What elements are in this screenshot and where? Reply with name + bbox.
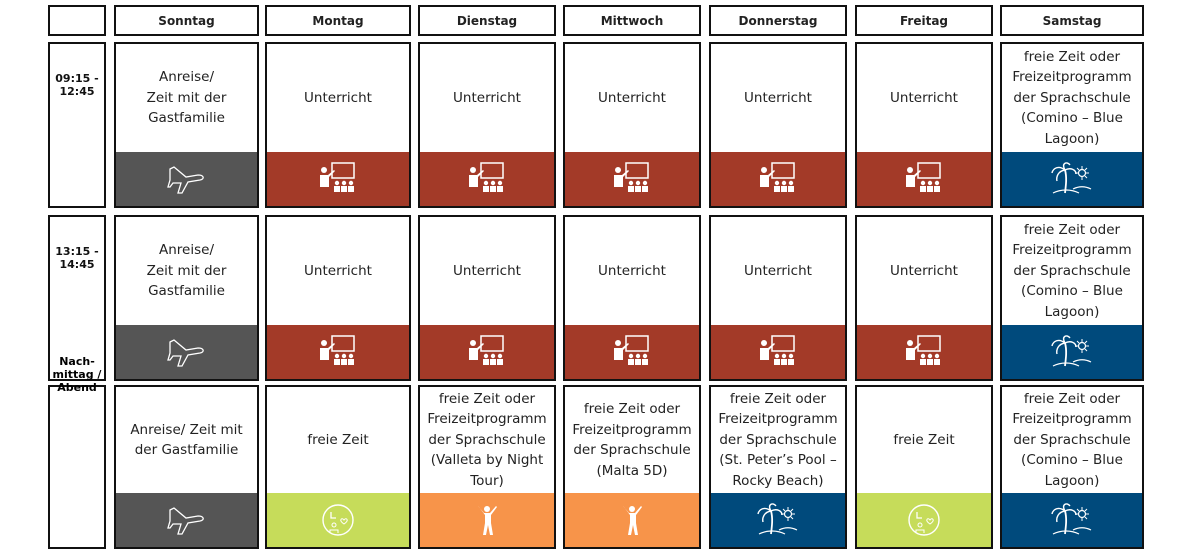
day-header: Freitag [855, 5, 993, 36]
icon [609, 332, 655, 372]
icon [164, 332, 210, 372]
day-header: Dienstag [418, 5, 556, 36]
icon [164, 500, 210, 540]
icon-band [116, 325, 257, 379]
icon [609, 159, 655, 199]
icon-band [267, 152, 409, 206]
time-label: Nach- mittag / Abend [52, 355, 102, 394]
icon [464, 159, 510, 199]
cell-text: freie Zeit oder Freizeitprogramm der Spr… [1012, 48, 1132, 147]
cell: Unterricht [418, 42, 556, 208]
icon-band [420, 493, 554, 547]
icon-band [1002, 325, 1142, 379]
cell-text: Anreise/ Zeit mit der Gastfamilie [130, 421, 243, 459]
icon-band [857, 493, 991, 547]
icon-band [711, 493, 845, 547]
cell: Unterricht [265, 42, 411, 208]
icon-band [711, 325, 845, 379]
icon [164, 159, 210, 199]
icon [315, 159, 361, 199]
icon [464, 500, 510, 540]
cell: Unterricht [418, 215, 556, 381]
cell-text: Unterricht [598, 89, 666, 106]
icon [1049, 500, 1095, 540]
cell: freie Zeit [855, 385, 993, 549]
cell: Anreise/ Zeit mit der Gastfamilie [114, 385, 259, 549]
cell-text: Unterricht [598, 262, 666, 279]
cell: Unterricht [563, 42, 701, 208]
cell-text: Anreise/ Zeit mit der Gastfamilie [146, 69, 227, 127]
cell: Unterricht [709, 215, 847, 381]
cell: freie Zeit oder Freizeitprogramm der Spr… [1000, 215, 1144, 381]
cell-text: Anreise/ Zeit mit der Gastfamilie [146, 242, 227, 300]
cell-text: Unterricht [453, 89, 521, 106]
day-header: Montag [265, 5, 411, 36]
icon [315, 500, 361, 540]
icon-band [1002, 152, 1142, 206]
icon [755, 500, 801, 540]
icon-band [420, 152, 554, 206]
day-header: Samstag [1000, 5, 1144, 36]
cell-text: Unterricht [890, 89, 958, 106]
day-header: Donnerstag [709, 5, 847, 36]
cell-text: freie Zeit oder Freizeitprogramm der Spr… [1012, 221, 1132, 320]
icon-band [565, 325, 699, 379]
cell-text: Unterricht [304, 262, 372, 279]
cell-text: freie Zeit oder Freizeitprogramm der Spr… [1012, 390, 1132, 489]
header-corner [48, 5, 106, 36]
cell: Anreise/ Zeit mit der Gastfamilie [114, 42, 259, 208]
cell-text: Unterricht [744, 89, 812, 106]
day-header: Mittwoch [563, 5, 701, 36]
cell: Unterricht [709, 42, 847, 208]
cell: freie Zeit [265, 385, 411, 549]
icon [901, 500, 947, 540]
time-label: 13:15 - 14:45 [48, 215, 106, 381]
icon-band [711, 152, 845, 206]
cell: Unterricht [563, 215, 701, 381]
cell: freie Zeit oder Freizeitprogramm der Spr… [1000, 385, 1144, 549]
cell-text: freie Zeit oder Freizeitprogramm der Spr… [718, 390, 838, 489]
time-label: 09:15 - 12:45 [48, 42, 106, 208]
cell-text: freie Zeit [307, 431, 369, 448]
cell: Unterricht [265, 215, 411, 381]
icon-band [857, 152, 991, 206]
cell-text: freie Zeit oder Freizeitprogramm der Spr… [572, 401, 692, 479]
icon [1049, 332, 1095, 372]
cell: freie Zeit oder Freizeitprogramm der Spr… [1000, 42, 1144, 208]
cell: Anreise/ Zeit mit der Gastfamilie [114, 215, 259, 381]
icon [1049, 159, 1095, 199]
icon [315, 332, 361, 372]
icon [609, 500, 655, 540]
cell: Unterricht [855, 215, 993, 381]
icon-band [116, 493, 257, 547]
icon-band [857, 325, 991, 379]
icon-band [267, 325, 409, 379]
day-header: Sonntag [114, 5, 259, 36]
icon [464, 332, 510, 372]
time-cell [48, 385, 106, 549]
cell-text: Unterricht [744, 262, 812, 279]
cell-text: Unterricht [890, 262, 958, 279]
icon-band [267, 493, 409, 547]
icon [901, 332, 947, 372]
cell: freie Zeit oder Freizeitprogramm der Spr… [563, 385, 701, 549]
icon-band [1002, 493, 1142, 547]
icon-band [565, 493, 699, 547]
icon [755, 332, 801, 372]
cell: freie Zeit oder Freizeitprogramm der Spr… [709, 385, 847, 549]
icon [755, 159, 801, 199]
cell: Unterricht [855, 42, 993, 208]
icon-band [565, 152, 699, 206]
icon-band [420, 325, 554, 379]
cell-text: freie Zeit oder Freizeitprogramm der Spr… [427, 390, 547, 489]
icon [901, 159, 947, 199]
cell-text: freie Zeit [893, 431, 955, 448]
cell-text: Unterricht [453, 262, 521, 279]
cell: freie Zeit oder Freizeitprogramm der Spr… [418, 385, 556, 549]
cell-text: Unterricht [304, 89, 372, 106]
icon-band [116, 152, 257, 206]
